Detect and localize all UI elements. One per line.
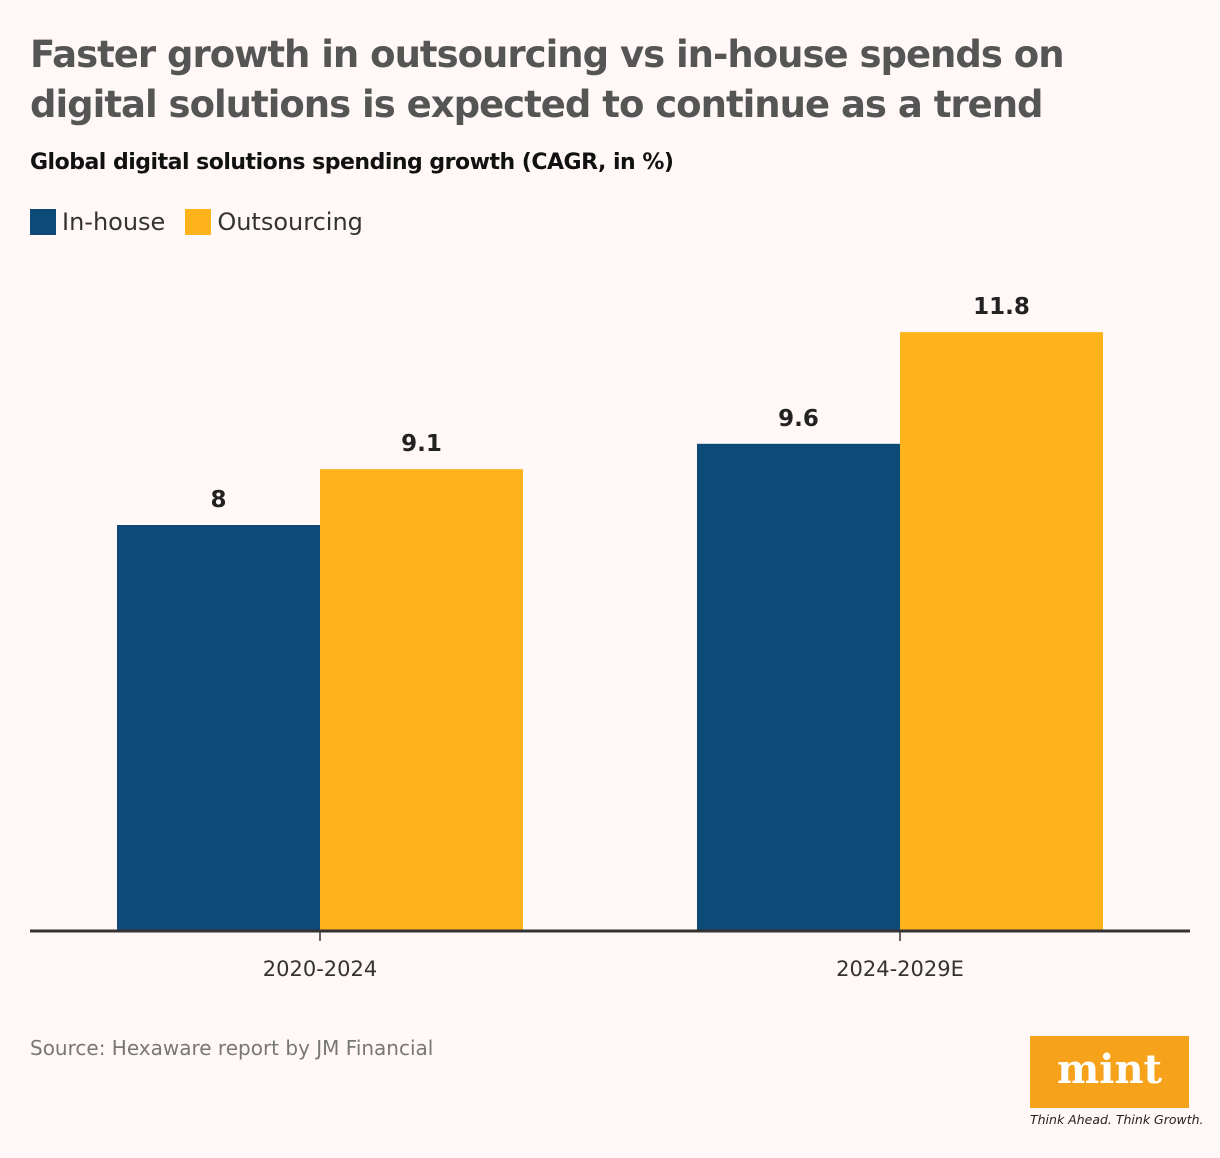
data-label: 8	[210, 487, 226, 513]
bar-in-house-2020-2024	[117, 525, 320, 931]
logo-tagline: Think Ahead. Think Growth.	[1030, 1112, 1204, 1127]
data-label: 9.6	[778, 406, 819, 432]
legend-swatch-outsourcing	[185, 209, 212, 235]
data-label: 11.8	[973, 294, 1030, 320]
legend-label: In-house	[62, 208, 166, 236]
data-label: 9.1	[401, 431, 442, 457]
chart-title: Faster growth in outsourcing vs in-house…	[30, 33, 1065, 126]
source-note: Source: Hexaware report by JM Financial	[30, 1036, 434, 1060]
mint-logo: mint	[1030, 1036, 1189, 1108]
bar-outsourcing-2020-2024	[320, 469, 523, 931]
legend-item-in-house: In-house	[30, 208, 165, 236]
x-tick-label: 2020-2024	[263, 957, 377, 981]
legend: In-house Outsourcing	[30, 208, 383, 236]
legend-label: Outsourcing	[217, 208, 363, 236]
bar-outsourcing-2024-2029E	[900, 332, 1103, 931]
legend-swatch-in-house	[30, 209, 56, 235]
chart-subtitle: Global digital solutions spending growth…	[30, 150, 674, 175]
bar-in-house-2024-2029E	[697, 443, 900, 931]
legend-item-outsourcing: Outsourcing	[185, 208, 363, 236]
x-tick-label: 2024-2029E	[836, 957, 964, 981]
